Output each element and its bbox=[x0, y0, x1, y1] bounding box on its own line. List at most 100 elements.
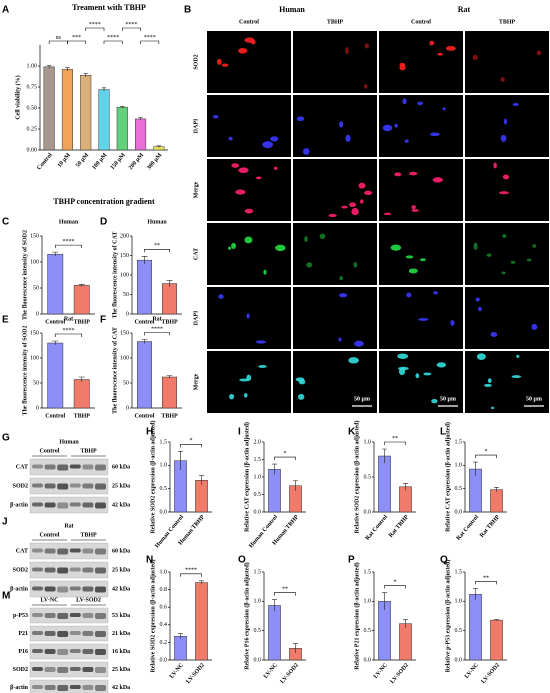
band bbox=[44, 567, 56, 573]
y-tick-label: 0.5 bbox=[254, 492, 262, 498]
band bbox=[57, 464, 69, 471]
bar bbox=[174, 635, 187, 661]
panel-label: I bbox=[238, 427, 241, 438]
significance-bracket bbox=[475, 454, 497, 459]
cell bbox=[218, 294, 224, 299]
bar bbox=[162, 376, 177, 409]
cell bbox=[339, 293, 348, 298]
significance-bracket bbox=[144, 248, 170, 253]
y-tick-label: 0.0 bbox=[254, 509, 262, 515]
x-tick-label: 200 μM bbox=[128, 152, 145, 171]
x-tick-label: Rat TBHP bbox=[388, 514, 410, 539]
error-bar bbox=[156, 145, 161, 148]
significance-label: ** bbox=[392, 436, 398, 442]
cell bbox=[273, 166, 278, 170]
x-tick-label: 50 μM bbox=[75, 152, 90, 169]
cell bbox=[502, 174, 510, 180]
x-tick-label: Rat Control bbox=[365, 514, 390, 542]
panel-label: L bbox=[440, 427, 446, 438]
x-tick-label: LV-SOD2 bbox=[186, 662, 206, 685]
cell bbox=[306, 262, 313, 268]
error-bar bbox=[382, 592, 387, 611]
cell bbox=[483, 383, 492, 387]
y-axis-label: Relative SOD2 expression (β-actin adjust… bbox=[149, 559, 156, 672]
y-tick-label: 1.5 bbox=[455, 569, 463, 575]
cell bbox=[442, 107, 446, 111]
y-tick-label: 0.5 bbox=[254, 628, 262, 634]
significance-label: ns bbox=[56, 35, 62, 41]
band bbox=[44, 502, 56, 508]
cell bbox=[244, 37, 255, 43]
significance-label: **** bbox=[151, 326, 163, 332]
cell bbox=[501, 271, 506, 275]
significance-label: **** bbox=[89, 22, 101, 28]
error-bar bbox=[403, 619, 408, 628]
significance-label: **** bbox=[63, 239, 75, 245]
size-label: 53 kDa bbox=[112, 613, 130, 619]
blot-strip bbox=[29, 477, 109, 495]
cell bbox=[231, 163, 240, 168]
band bbox=[44, 483, 56, 489]
bar bbox=[73, 379, 90, 409]
y-tick-label: 0.0 bbox=[364, 657, 372, 663]
error-bar bbox=[272, 463, 277, 475]
error-bar bbox=[78, 284, 85, 287]
band bbox=[82, 483, 94, 489]
cell bbox=[423, 372, 432, 376]
condition-label: TBHP bbox=[499, 19, 516, 25]
cell bbox=[255, 340, 266, 344]
cell bbox=[298, 379, 306, 385]
error-bar bbox=[272, 599, 277, 612]
significance-bracket bbox=[54, 244, 83, 249]
size-label: 25 kDa bbox=[112, 483, 130, 489]
micrograph bbox=[465, 159, 549, 221]
protein-label: β-actin bbox=[10, 502, 28, 508]
band bbox=[57, 613, 69, 619]
y-axis-label: Relative CAT expression (β-actin adjuste… bbox=[444, 422, 451, 532]
band bbox=[95, 464, 106, 471]
micrograph bbox=[465, 223, 549, 285]
error-bar bbox=[473, 461, 478, 477]
y-tick-label: 1.0 bbox=[160, 569, 168, 575]
blot-strip bbox=[29, 458, 109, 476]
y-axis-label: The fluorescence intensity of SOD2 bbox=[22, 326, 28, 416]
x-tick-label: Control bbox=[36, 152, 54, 171]
significance-label: **** bbox=[107, 35, 119, 41]
cell bbox=[263, 269, 267, 275]
chart-title: Rat bbox=[152, 316, 161, 322]
significance-bracket bbox=[121, 27, 141, 31]
cell bbox=[536, 50, 542, 56]
y-tick-label: 0.0 bbox=[254, 657, 262, 663]
y-tick-label: 0.5 bbox=[160, 486, 168, 492]
band bbox=[32, 667, 43, 671]
micrograph bbox=[293, 31, 377, 93]
significance-bracket bbox=[48, 40, 68, 44]
y-axis-label: Relative P16 expression (β-actin adjuste… bbox=[243, 562, 250, 669]
band bbox=[82, 613, 94, 618]
y-tick-label: 0 bbox=[126, 405, 129, 411]
cell bbox=[417, 101, 424, 106]
error-bar bbox=[141, 339, 148, 344]
band bbox=[82, 567, 94, 573]
protein-label: β-actin bbox=[10, 586, 28, 592]
y-tick-label: 0.4 bbox=[160, 622, 168, 628]
y-tick-label: 1.0 bbox=[364, 439, 372, 445]
error-bar bbox=[141, 255, 148, 265]
bar bbox=[268, 469, 281, 513]
significance-bracket bbox=[384, 585, 406, 589]
panel-label: B bbox=[184, 5, 191, 16]
x-tick-label: 300 μM bbox=[146, 152, 163, 171]
species-label: Human bbox=[279, 5, 305, 14]
y-tick-label: 0.50 bbox=[27, 105, 38, 111]
cell bbox=[397, 353, 409, 359]
panel-label: J bbox=[2, 517, 8, 528]
x-tick-label: LV-NC bbox=[263, 662, 279, 680]
cell bbox=[526, 258, 532, 262]
y-tick-label: 2.0 bbox=[254, 439, 262, 445]
cell bbox=[353, 262, 358, 268]
size-label: 60 kDa bbox=[112, 464, 130, 470]
band bbox=[69, 567, 81, 572]
cell bbox=[244, 208, 254, 214]
cell bbox=[406, 292, 412, 298]
chart-title: Rat bbox=[64, 316, 73, 322]
